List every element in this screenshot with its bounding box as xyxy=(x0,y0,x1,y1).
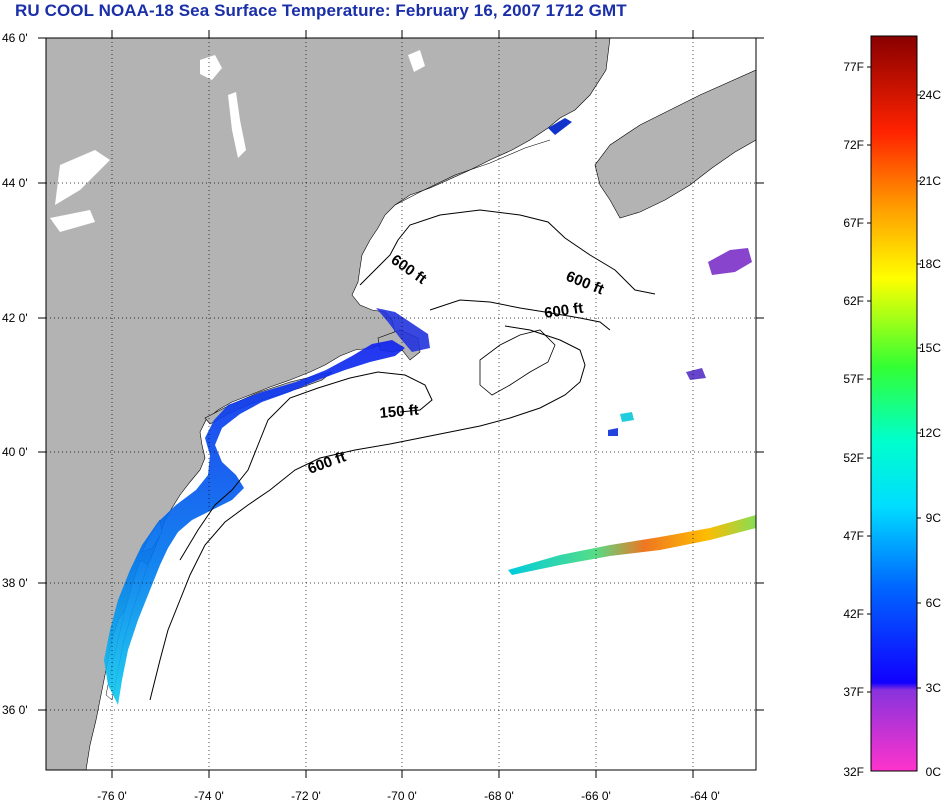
colorbar-f-label: 32F xyxy=(843,765,864,779)
lat-label: 40 0' xyxy=(2,445,28,459)
sst-maine-coast xyxy=(548,118,572,135)
sst-offshore-patch xyxy=(708,248,752,275)
lat-label: 36 0' xyxy=(2,703,28,717)
contour-label: 150 ft xyxy=(379,402,420,422)
colorbar-c-label: 21C xyxy=(919,174,941,188)
colorbar-c-label: 18C xyxy=(919,257,941,271)
contour-georges-bank xyxy=(479,329,556,396)
colorbar-f-label: 37F xyxy=(843,685,864,699)
contour-150ft xyxy=(179,371,433,561)
colorbar-f-label: 77F xyxy=(843,60,864,74)
sst-gulf-stream xyxy=(508,515,756,575)
colorbar-c-label: 9C xyxy=(926,511,942,525)
colorbar-f-label: 42F xyxy=(843,607,864,621)
contour-coastal xyxy=(394,139,551,206)
land-nova-scotia xyxy=(594,69,756,219)
sst-offshore-patch xyxy=(686,368,706,380)
colorbar-f-label: 67F xyxy=(843,216,864,230)
colorbar-c-label: 6C xyxy=(926,596,942,610)
lat-label: 44 0' xyxy=(2,176,28,190)
sst-coastal-plume xyxy=(104,340,405,705)
lon-label: -64 0' xyxy=(690,789,720,803)
axis-ticks xyxy=(38,30,764,778)
contour-label: 600 ft xyxy=(543,300,584,322)
lake xyxy=(408,50,425,72)
colorbar-c-label: 15C xyxy=(919,341,941,355)
map-frame xyxy=(45,37,757,771)
lon-label: -72 0' xyxy=(291,789,321,803)
colorbar-ticks xyxy=(867,66,921,693)
lon-label: -74 0' xyxy=(194,789,224,803)
contour-600ft-gulf-maine xyxy=(359,209,656,295)
lake xyxy=(50,210,95,232)
sst-offshore-patch xyxy=(608,428,618,436)
lat-label: 46 0' xyxy=(2,31,28,45)
colorbar-f-label: 57F xyxy=(843,372,864,386)
lake xyxy=(228,92,246,158)
colorbar-c-label: 0C xyxy=(926,765,942,779)
lon-label: -70 0' xyxy=(387,789,417,803)
colorbar-c-label: 3C xyxy=(926,681,942,695)
map-title: RU COOL NOAA-18 Sea Surface Temperature:… xyxy=(15,1,627,20)
colorbar-f-label: 47F xyxy=(843,529,864,543)
colorbar-f-label: 72F xyxy=(843,138,864,152)
lat-label: 42 0' xyxy=(2,311,28,325)
lat-label: 38 0' xyxy=(2,576,28,590)
colorbar-c-label: 12C xyxy=(919,426,941,440)
colorbar xyxy=(870,35,918,772)
colorbar-f-label: 62F xyxy=(843,294,864,308)
colorbar-c-label: 24C xyxy=(919,88,941,102)
contour-600ft-shelf xyxy=(149,325,586,701)
lon-label: -76 0' xyxy=(97,789,127,803)
lake xyxy=(200,55,222,80)
contour-600ft-basin xyxy=(429,299,611,331)
lon-label: -68 0' xyxy=(484,789,514,803)
colorbar-f-label: 52F xyxy=(843,451,864,465)
lake xyxy=(55,150,110,205)
sst-offshore-patch xyxy=(620,412,634,422)
lon-label: -66 0' xyxy=(581,789,611,803)
sst-mass-bay xyxy=(376,308,430,352)
